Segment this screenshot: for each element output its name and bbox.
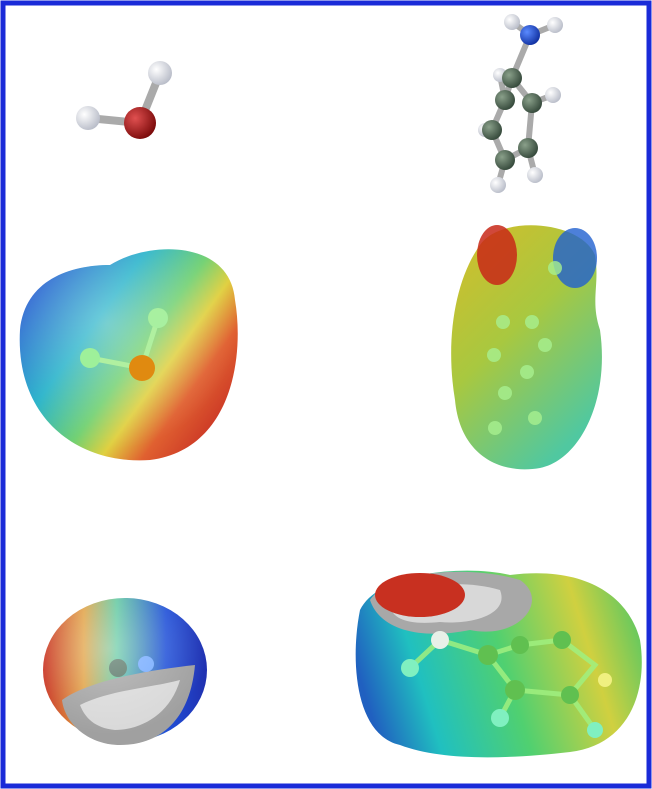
figure — [0, 0, 652, 789]
aniline-cluster-surface — [356, 571, 642, 758]
page: (() => { const data = JSON.parse(documen… — [0, 0, 652, 789]
aniline-esp-surface — [451, 225, 602, 469]
